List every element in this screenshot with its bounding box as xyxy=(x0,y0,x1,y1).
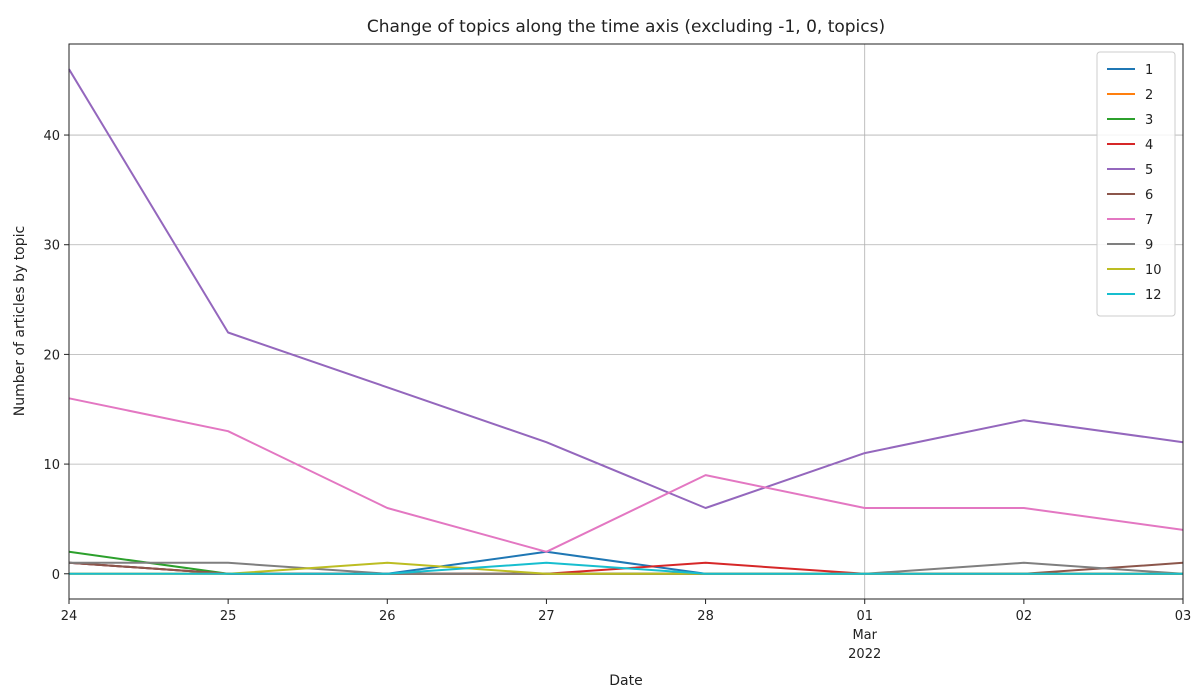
x-tick-label: 25 xyxy=(220,609,237,624)
x-tick-label: 26 xyxy=(379,609,396,624)
legend-label-7: 7 xyxy=(1145,213,1153,228)
y-tick-label: 40 xyxy=(43,129,60,144)
legend-label-5: 5 xyxy=(1145,163,1153,178)
grid xyxy=(69,44,1183,599)
y-tick-label: 30 xyxy=(43,239,60,254)
legend-label-4: 4 xyxy=(1145,138,1153,153)
series-line-5 xyxy=(68,68,1184,509)
x-axis-label: Date xyxy=(609,673,642,686)
y-tick-label: 20 xyxy=(43,348,60,363)
x-tick-label: 02 xyxy=(1016,609,1033,624)
series-line-12 xyxy=(69,561,1183,575)
series-line-7 xyxy=(68,397,1184,553)
x-tick-label: 03 xyxy=(1175,609,1192,624)
x-tick-month-label: Mar xyxy=(852,628,877,643)
series-lines xyxy=(68,68,1184,575)
legend-label-12: 12 xyxy=(1145,288,1162,303)
chart-title: Change of topics along the time axis (ex… xyxy=(367,17,885,37)
x-axis-ticks: 24 25 26 27 28 01 Mar 2022 02 03 xyxy=(61,599,1192,662)
x-tick-label: 28 xyxy=(697,609,714,624)
x-tick-label: 27 xyxy=(538,609,555,624)
y-tick-label: 10 xyxy=(43,458,60,473)
legend-label-3: 3 xyxy=(1145,113,1153,128)
plot-frame xyxy=(68,43,1184,600)
y-axis-ticks: 0 10 20 30 40 xyxy=(43,129,69,583)
legend-label-10: 10 xyxy=(1145,263,1162,278)
y-tick-label: 0 xyxy=(52,568,60,583)
legend-box xyxy=(1096,51,1176,317)
x-tick-year-label: 2022 xyxy=(848,647,881,662)
y-axis-label: Number of articles by topic xyxy=(12,226,28,416)
legend-label-2: 2 xyxy=(1145,88,1153,103)
legend-label-9: 9 xyxy=(1145,238,1153,253)
legend-label-1: 1 xyxy=(1145,63,1153,78)
x-tick-label: 24 xyxy=(61,609,78,624)
legend-label-6: 6 xyxy=(1145,188,1153,203)
x-tick-label: 01 xyxy=(856,609,873,624)
